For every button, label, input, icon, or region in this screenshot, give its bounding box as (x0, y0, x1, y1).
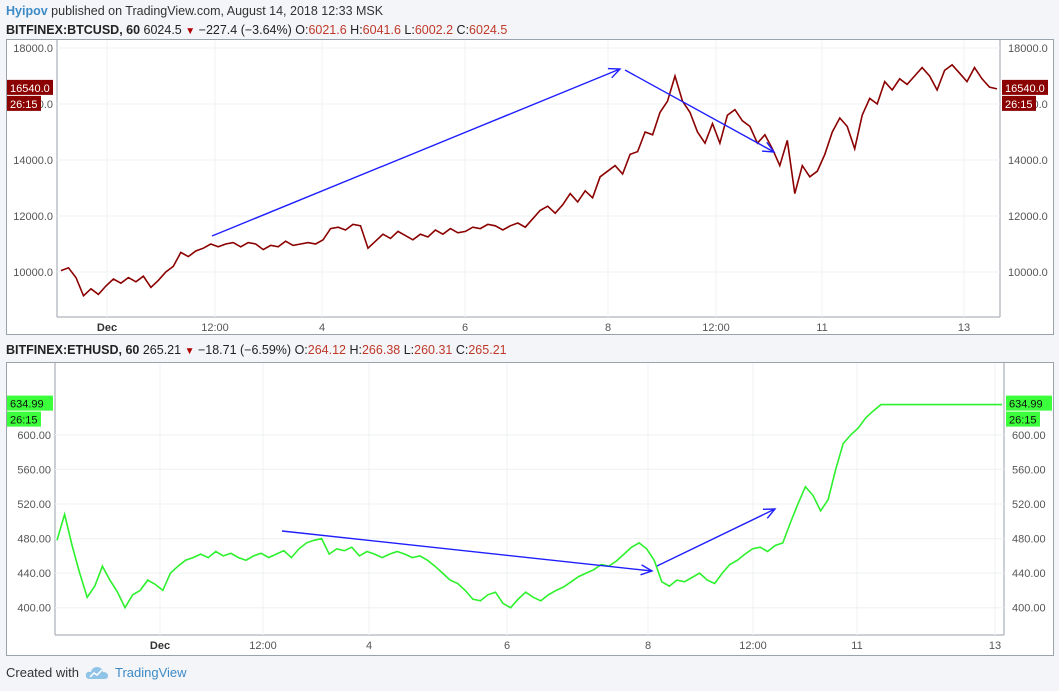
y-tick-label-right: 600.00 (1012, 430, 1046, 442)
footer: Created with TradingView (6, 665, 187, 680)
btc-chart: 10000.0 10000.0 12000.0 12000.0 14000.0 14000… (7, 40, 1048, 334)
eth-high: 266.38 (361, 343, 401, 357)
y-tick-label-left: 440.00 (17, 568, 51, 580)
eth-close-label: C: (455, 343, 469, 357)
down-triangle-icon: ▼ (184, 346, 195, 357)
y-tick-label-right: 14000.0 (1008, 155, 1048, 167)
time-badge-right (1006, 411, 1040, 427)
y-tick-label-right: 18000.0 (1008, 43, 1048, 55)
x-tick-label: 11 (851, 640, 862, 652)
y-tick-label-left: 480.00 (17, 534, 51, 546)
eth-chart-panel[interactable]: 400.00 400.00 440.00 440.00 480.00 480.00 520.… (6, 362, 1054, 656)
arrow-head (607, 67, 622, 79)
eth-low-label: L: (403, 343, 415, 357)
x-tick-label: 11 (816, 322, 827, 334)
y-tick-label-right: 560.00 (1012, 464, 1046, 476)
price-badge-right (1006, 395, 1052, 411)
y-tick-label-right: 12000.0 (1008, 211, 1048, 223)
arrow-head (762, 508, 777, 519)
btc-high: 6041.6 (362, 23, 401, 37)
y-tick-label-left: 600.00 (17, 430, 51, 442)
btc-close-label: C: (456, 23, 470, 37)
y-tick-label-right: 440.00 (1012, 568, 1046, 580)
publish-info: published on TradingView.com, August 14,… (51, 4, 384, 18)
eth-chart: 400.00 400.00 440.00 440.00 480.00 480.00 520.… (7, 363, 1052, 652)
eth-high-label: H: (349, 343, 362, 357)
y-tick-label-left: 400.00 (17, 603, 51, 615)
y-tick-label-right: 520.00 (1012, 499, 1046, 511)
y-tick-label-left: 520.00 (17, 499, 51, 511)
x-tick-label: 12:00 (201, 322, 229, 334)
x-tick-label: 4 (319, 322, 325, 334)
publish-header: Hyipov published on TradingView.com, Aug… (6, 4, 383, 18)
price-line (56, 403, 1002, 610)
y-tick-label-right: 400.00 (1012, 603, 1046, 615)
time-badge-right (1002, 95, 1036, 111)
x-tick-label: 6 (504, 640, 510, 652)
btc-open-label: O: (295, 23, 309, 37)
btc-symbol[interactable]: BITFINEX:BTCUSD, 60 (6, 23, 141, 37)
trend-arrow (281, 530, 653, 572)
eth-legend: BITFINEX:ETHUSD, 60 265.21 ▼ −18.71 (−6.… (6, 343, 507, 357)
eth-low: 260.31 (414, 343, 453, 357)
x-tick-label: 8 (645, 640, 651, 652)
y-tick-label-left: 10000.0 (13, 267, 53, 279)
x-tick-label: 6 (462, 322, 468, 334)
created-with-label: Created with (6, 665, 79, 680)
time-badge-value-right: 26:15 (1005, 99, 1033, 111)
y-tick-label-left: 14000.0 (13, 155, 53, 167)
btc-legend: BITFINEX:BTCUSD, 60 6024.5 ▼ −227.4 (−3.… (6, 23, 507, 37)
price-badge-right (1002, 79, 1048, 95)
eth-change: −18.71 (−6.59%) (197, 343, 292, 357)
time-badge-left (7, 95, 41, 111)
price-badge-value-right: 16540.0 (1005, 83, 1045, 95)
x-tick-label: 12:00 (702, 322, 730, 334)
price-badge-value-left: 16540.0 (10, 83, 50, 95)
time-badge-left (7, 411, 41, 427)
eth-open: 264.12 (307, 343, 346, 357)
author-link[interactable]: Hyipov (6, 4, 48, 18)
btc-open: 6021.6 (308, 23, 347, 37)
btc-price: 6024.5 (143, 23, 182, 37)
x-tick-label: 12:00 (249, 640, 277, 652)
btc-low: 6002.2 (414, 23, 454, 37)
eth-close: 265.21 (468, 343, 507, 357)
arrow-head (640, 564, 654, 576)
y-tick-label-left: 18000.0 (13, 43, 53, 55)
price-badge-left (7, 79, 53, 95)
y-tick-label-left: 12000.0 (13, 211, 53, 223)
x-tick-label: 13 (989, 640, 1001, 652)
price-badge-value-left: 634.99 (10, 399, 44, 411)
down-triangle-icon: ▼ (185, 26, 196, 37)
y-tick-label-left: 560.00 (17, 464, 51, 476)
price-badge-left (7, 395, 53, 411)
x-tick-label: Dec (97, 322, 117, 334)
btc-high-label: H: (350, 23, 363, 37)
trend-arrow (624, 69, 775, 153)
x-tick-label: 12:00 (739, 640, 767, 652)
tradingview-link[interactable]: TradingView (114, 665, 187, 680)
btc-low-label: L: (404, 23, 415, 37)
btc-chart-panel[interactable]: 10000.0 10000.0 12000.0 12000.0 14000.0 14000… (6, 39, 1054, 335)
tradingview-cloud-icon (85, 666, 108, 679)
eth-price: 265.21 (142, 343, 182, 357)
trend-arrow (656, 508, 776, 567)
btc-close: 6024.5 (469, 23, 508, 37)
x-tick-label: 4 (366, 640, 372, 652)
price-badge-value-right: 634.99 (1009, 399, 1043, 411)
price-line (60, 63, 998, 298)
x-tick-label: Dec (150, 640, 170, 652)
time-badge-value-left: 26:15 (10, 415, 38, 427)
y-tick-label-right: 480.00 (1012, 534, 1046, 546)
trend-arrow (211, 68, 621, 237)
eth-symbol[interactable]: BITFINEX:ETHUSD, 60 (6, 343, 140, 357)
btc-change: −227.4 (−3.64%) (198, 23, 292, 37)
y-tick-label-right: 10000.0 (1008, 267, 1048, 279)
eth-open-label: O: (294, 343, 308, 357)
x-tick-label: 13 (958, 322, 970, 334)
x-tick-label: 8 (605, 322, 611, 334)
time-badge-value-right: 26:15 (1009, 415, 1037, 427)
arrow-head (761, 141, 776, 153)
time-badge-value-left: 26:15 (10, 99, 38, 111)
